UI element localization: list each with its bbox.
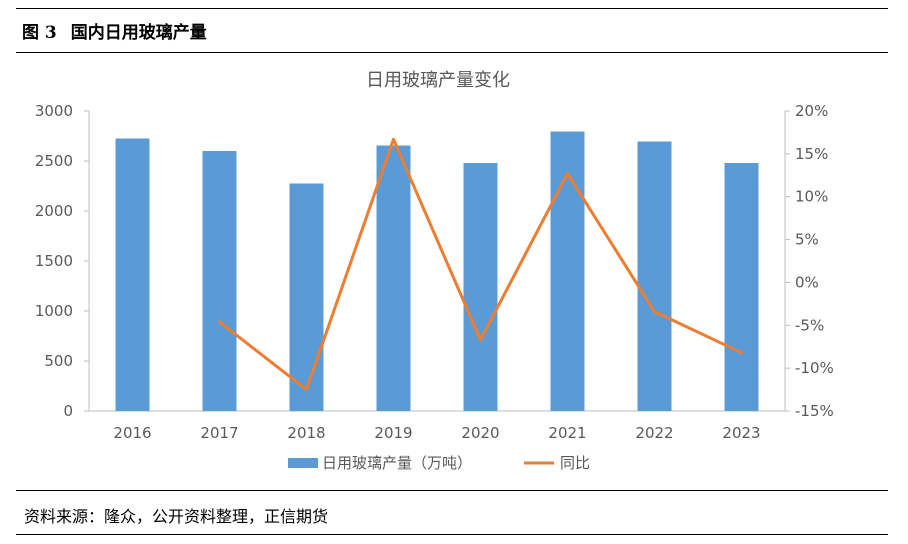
chart-title: 日用玻璃产量变化 bbox=[366, 70, 510, 91]
y-right-tick-label: 0% bbox=[795, 273, 819, 291]
x-tick-label: 2023 bbox=[722, 424, 760, 442]
y-left-tick-label: 1000 bbox=[35, 302, 73, 320]
x-tick-label: 2017 bbox=[200, 424, 238, 442]
y-right-tick-label: 20% bbox=[795, 102, 828, 120]
source-rule-top bbox=[16, 490, 888, 491]
line-series bbox=[218, 137, 743, 392]
y-right-tick-label: -15% bbox=[795, 402, 834, 420]
bar bbox=[550, 131, 585, 411]
bar bbox=[202, 151, 237, 411]
bar bbox=[289, 183, 324, 411]
y-right-tick-label: -5% bbox=[795, 316, 824, 334]
y-left-tick-label: 3000 bbox=[35, 102, 73, 120]
y-left-tick-label: 2000 bbox=[35, 202, 73, 220]
figure-title-text: 国内日用玻璃产量 bbox=[70, 23, 207, 43]
y-left-tick-label: 1500 bbox=[35, 252, 73, 270]
bar bbox=[376, 145, 411, 411]
source-note: 资料来源：隆众，公开资料整理，正信期货 bbox=[24, 507, 329, 526]
bar-series bbox=[115, 131, 759, 411]
legend-bar-swatch bbox=[288, 458, 318, 468]
bar bbox=[463, 163, 498, 411]
legend: 日用玻璃产量（万吨） 同比 bbox=[288, 454, 590, 472]
title-rule bbox=[16, 52, 888, 53]
x-axis-labels: 2016 2017 2018 2019 2020 2021 2022 2023 bbox=[113, 424, 760, 442]
bar bbox=[724, 163, 759, 411]
source-rule-bottom bbox=[16, 534, 888, 535]
y-right-tick-label: 10% bbox=[795, 188, 828, 206]
y-right-tick-label: 5% bbox=[795, 231, 819, 249]
x-tick-label: 2022 bbox=[635, 424, 673, 442]
top-rule bbox=[16, 8, 888, 9]
legend-line-label: 同比 bbox=[560, 454, 590, 472]
x-tick-label: 2019 bbox=[374, 424, 412, 442]
x-tick-label: 2020 bbox=[461, 424, 499, 442]
x-tick-label: 2018 bbox=[287, 424, 325, 442]
x-tick-label: 2016 bbox=[113, 424, 151, 442]
chart-axes: 0 500 1000 1500 2000 2500 3000 -15% -10% -5% 0% 5% 1… bbox=[35, 102, 834, 420]
legend-bar-label: 日用玻璃产量（万吨） bbox=[322, 454, 472, 472]
bar bbox=[637, 141, 672, 411]
x-tick-label: 2021 bbox=[548, 424, 586, 442]
bar bbox=[115, 138, 150, 411]
y-right-tick-label: -10% bbox=[795, 359, 834, 377]
y-right-tick-label: 15% bbox=[795, 145, 828, 163]
y-left-tick-label: 500 bbox=[44, 352, 73, 370]
figure-title: 图 3 国内日用玻璃产量 bbox=[22, 18, 207, 43]
yoy-line bbox=[218, 137, 743, 392]
y-left-tick-label: 0 bbox=[63, 402, 73, 420]
figure-number: 图 3 bbox=[22, 23, 57, 43]
y-left-tick-label: 2500 bbox=[35, 152, 73, 170]
